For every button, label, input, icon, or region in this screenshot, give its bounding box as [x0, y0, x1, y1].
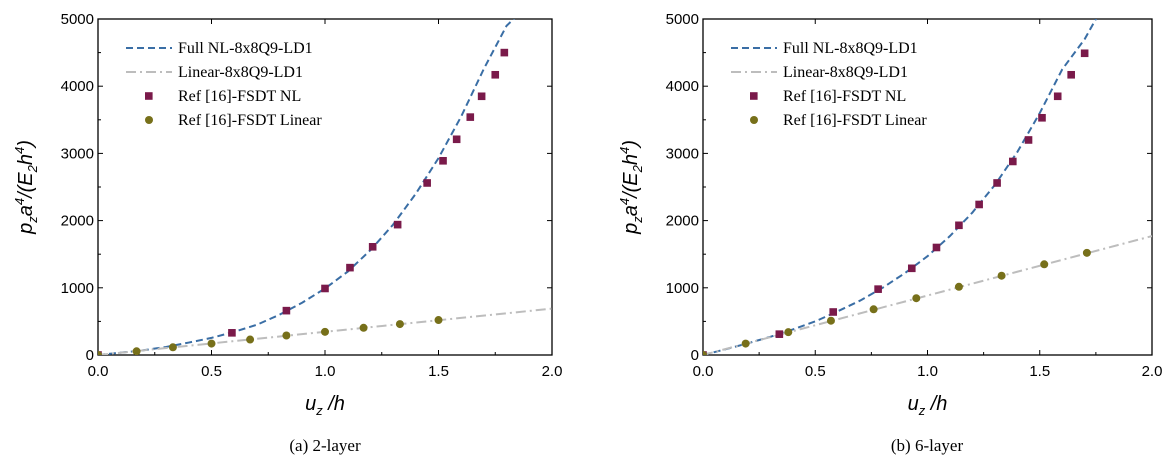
x-tick-label: 1.0 — [917, 363, 938, 380]
legend-label-2: Linear-8x8Q9-LD1 — [178, 64, 303, 81]
data-point-square — [1080, 49, 1089, 58]
chart-panel-1: 0.0 0.5 1.0 1.5 2.0 0 1000 2000 3000 4000 5000 uz /… — [12, 11, 562, 455]
data-point-circle — [826, 316, 835, 325]
data-point-square — [975, 200, 983, 209]
data-point-circle — [784, 328, 793, 337]
y-tick-label: 3000 — [666, 145, 699, 162]
data-point-circle — [395, 320, 404, 329]
data-point-square — [466, 113, 475, 121]
data-point-circle — [1082, 248, 1091, 257]
data-point-circle — [98, 351, 102, 355]
y-tick-label: 0 — [86, 347, 94, 364]
data-point-square — [346, 263, 354, 272]
legend-label-2: Linear-8x8Q9-LD1 — [783, 64, 908, 81]
data-point-square — [368, 243, 377, 251]
data-point-circle — [912, 294, 921, 303]
legend-label-1: Full NL-8x8Q9-LD1 — [178, 40, 313, 57]
x-tick-label: 0.0 — [88, 363, 109, 380]
x-tick-label: 0.5 — [201, 363, 222, 380]
x-tick-label: 2.0 — [542, 363, 563, 380]
legend-marker-3 — [145, 92, 153, 100]
data-point-square — [932, 243, 941, 252]
legend-label-3: Ref [16]-FSDT NL — [783, 88, 906, 105]
y-tick-label: 2000 — [61, 213, 94, 230]
x-tick-label: 2.0 — [1142, 363, 1163, 380]
x-axis-label: uz /h — [305, 393, 345, 418]
data-point-square — [282, 306, 291, 315]
data-point-circle — [132, 347, 141, 355]
data-point-square — [491, 70, 500, 79]
data-point-circle — [703, 351, 707, 355]
data-point-square — [907, 264, 916, 273]
data-point-square — [477, 92, 486, 101]
data-point-circle — [246, 335, 255, 344]
x-tick-label: 0.5 — [805, 363, 826, 380]
x-tick-label: 1.0 — [315, 363, 336, 380]
y-tick-label: 3000 — [61, 145, 94, 162]
legend-label-1: Full NL-8x8Q9-LD1 — [783, 40, 918, 57]
data-point-square — [228, 329, 236, 337]
data-point-circle — [954, 282, 963, 291]
figure-caption: (a) 2-layer — [289, 436, 361, 455]
legend-label-4: Ref [16]-FSDT Linear — [783, 112, 927, 129]
data-point-circle — [1040, 260, 1049, 269]
data-point-square — [423, 179, 431, 187]
data-point-circle — [434, 316, 443, 325]
figure-caption: (b) 6-layer — [891, 436, 964, 455]
y-tick-label: 5000 — [61, 11, 94, 28]
legend-marker-4 — [145, 116, 153, 124]
series-line-2 — [703, 235, 1152, 355]
legend-label-3: Ref [16]-FSDT NL — [178, 88, 301, 105]
data-point-circle — [869, 305, 878, 314]
data-point-circle — [282, 331, 291, 340]
data-point-square — [452, 135, 461, 144]
x-tick-label: 1.5 — [1029, 363, 1050, 380]
y-tick-label: 1000 — [61, 280, 94, 297]
x-tick-label: 0.0 — [693, 363, 714, 380]
legend-marker-4 — [750, 116, 758, 124]
y-tick-label: 0 — [691, 347, 699, 364]
legend-label-4: Ref [16]-FSDT Linear — [178, 112, 322, 129]
data-point-square — [829, 308, 838, 316]
data-point-circle — [168, 343, 177, 352]
data-point-square — [1053, 92, 1062, 101]
y-axis-label: pza4/(E2h4) — [12, 140, 40, 235]
data-point-circle — [741, 339, 750, 348]
data-point-circle — [321, 327, 329, 336]
series-line-1 — [98, 19, 516, 355]
x-axis-label: uz /h — [908, 393, 948, 418]
data-point-square — [439, 156, 447, 165]
data-point-square — [1067, 70, 1075, 79]
legend: Full NL-8x8Q9-LD1 Linear-8x8Q9-LD1 Ref [16… — [731, 40, 927, 129]
y-tick-label: 4000 — [61, 78, 94, 95]
data-point-square — [1038, 113, 1046, 122]
data-point-square — [993, 179, 1001, 187]
data-point-circle — [207, 339, 216, 348]
y-tick-label: 5000 — [666, 11, 699, 28]
y-tick-label: 2000 — [666, 213, 699, 230]
y-tick-label: 1000 — [666, 280, 699, 297]
y-tick-label: 4000 — [666, 78, 699, 95]
data-point-square — [874, 285, 882, 293]
y-axis-label: pza4/(E2h4) — [617, 140, 645, 235]
plot-frame — [702, 18, 1153, 356]
data-point-square — [500, 48, 509, 57]
data-point-circle — [359, 323, 368, 332]
legend: Full NL-8x8Q9-LD1 Linear-8x8Q9-LD1 Ref [16… — [126, 40, 322, 129]
plot-frame — [97, 18, 553, 356]
data-point-square — [1024, 136, 1033, 144]
data-point-square — [955, 221, 963, 230]
chart-panel-2: 0.0 0.5 1.0 1.5 2.0 0 1000 2000 3000 4000 5000 uz /… — [617, 11, 1162, 455]
x-tick-label: 1.5 — [428, 363, 449, 380]
data-point-square — [393, 220, 402, 229]
legend-marker-3 — [750, 92, 758, 100]
data-point-square — [1009, 157, 1017, 166]
data-point-circle — [997, 271, 1006, 280]
data-point-square — [321, 284, 329, 293]
data-point-square — [775, 330, 784, 338]
